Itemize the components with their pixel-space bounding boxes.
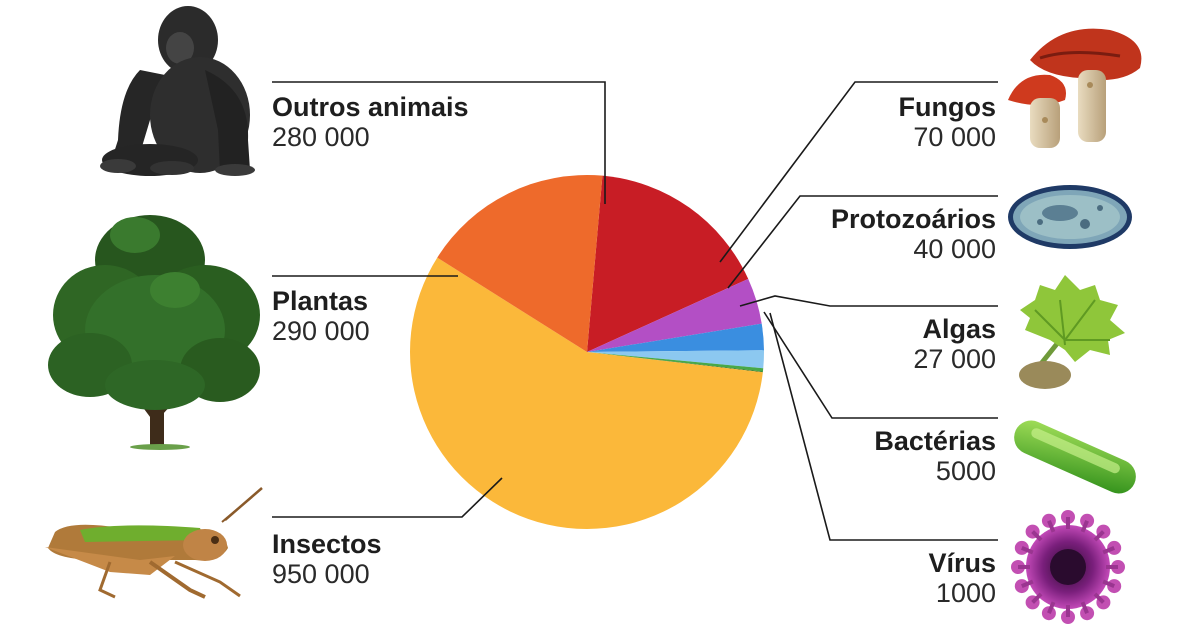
virus-spike-stalk [1021, 546, 1034, 555]
leader-line-virus [769, 312, 998, 541]
slice-label-bacterias: Bactérias 5000 [874, 426, 996, 486]
virus-spike-stalk [1080, 601, 1089, 614]
leader-line-bacterias [763, 311, 998, 419]
slice-label-algas: Algas 27 000 [913, 314, 996, 374]
pie-slice-protozoarios [587, 323, 764, 352]
slice-name-bacterias: Bactérias [874, 426, 996, 456]
virus-illustration [1011, 510, 1125, 624]
slice-value-virus: 1000 [936, 578, 996, 608]
slice-label-fungos: Fungos 70 000 [899, 92, 996, 152]
slice-value-outros-animais: 280 000 [272, 122, 370, 152]
pie-slice-algas [587, 350, 764, 369]
slice-value-bacterias: 5000 [936, 456, 996, 486]
slice-name-plantas: Plantas [272, 286, 368, 316]
gorilla-illustration [100, 6, 255, 176]
virus-spike-stalk [1031, 530, 1043, 542]
leader-line-outros-animais [272, 81, 606, 204]
virus-spike-stalk [1047, 601, 1056, 614]
leader-line-algas [739, 295, 998, 307]
slice-label-insectos: Insectos 950 000 [272, 529, 382, 589]
slice-value-plantas: 290 000 [272, 316, 370, 346]
slice-name-virus: Vírus [928, 548, 996, 578]
leader-line-fungos [719, 81, 998, 263]
virus-spike-stalk [1021, 579, 1034, 588]
pie-slice-insectos [410, 257, 763, 529]
slice-value-algas: 27 000 [913, 344, 996, 374]
slice-label-outros-animais: Outros animais 280 000 [272, 92, 469, 152]
slice-value-insectos: 950 000 [272, 559, 370, 589]
slice-value-protozoarios: 40 000 [913, 234, 996, 264]
slice-label-plantas: Plantas 290 000 [272, 286, 370, 346]
virus-spike-stalk [1093, 530, 1105, 542]
tree-illustration [48, 215, 260, 450]
leader-line-protozoarios [727, 195, 998, 289]
grasshopper-illustration [45, 487, 263, 599]
pie-slice-bacterias [587, 352, 764, 372]
bacterium-illustration [1014, 420, 1136, 494]
slice-label-protozoarios: Protozoários 40 000 [831, 204, 996, 264]
pie-slice-plantas [437, 174, 603, 352]
protozoan-illustration [1008, 185, 1132, 249]
slice-label-virus: Vírus 1000 [928, 548, 996, 608]
mushroom-illustration [1008, 28, 1142, 148]
leader-line-insectos [272, 477, 503, 518]
pie-slice-fungos [587, 278, 762, 352]
slice-value-fungos: 70 000 [913, 122, 996, 152]
slice-name-fungos: Fungos [899, 92, 996, 122]
virus-spike-stalk [1102, 579, 1115, 588]
virus-spike-stalk [1047, 520, 1056, 533]
virus-spike-stalk [1031, 592, 1043, 604]
pie-slice-outros-animais [587, 175, 749, 352]
slice-name-protozoarios: Protozoários [831, 204, 996, 234]
algae-illustration [1019, 275, 1125, 389]
slice-name-algas: Algas [922, 314, 996, 344]
pie-slice-virus [587, 352, 763, 373]
virus-spike-stalk [1093, 592, 1105, 604]
leader-lines [272, 81, 998, 541]
slice-name-insectos: Insectos [272, 529, 382, 559]
virus-spike-stalk [1102, 546, 1115, 555]
pie [410, 174, 764, 529]
slice-name-outros-animais: Outros animais [272, 92, 469, 122]
virus-spike-stalk [1080, 520, 1089, 533]
